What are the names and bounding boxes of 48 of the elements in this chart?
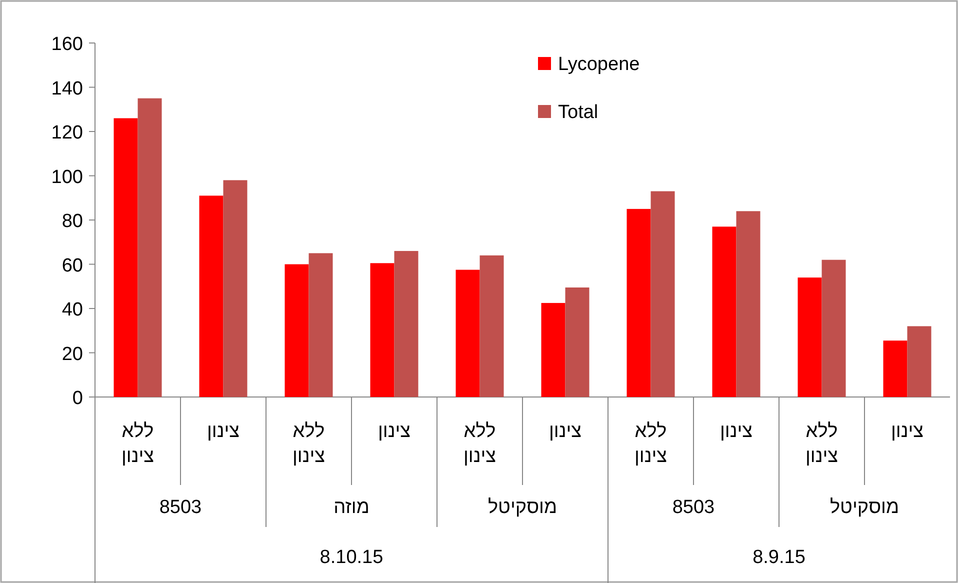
bar — [883, 340, 908, 397]
x-tick-label: צינון — [206, 420, 241, 444]
bar — [114, 118, 138, 397]
bar — [394, 250, 418, 397]
bar — [223, 180, 248, 397]
text: מוסקיטל — [488, 497, 558, 518]
bar — [798, 278, 822, 397]
bar — [199, 196, 224, 397]
x-tick-label: צינון — [890, 420, 925, 444]
x-tick-label: צינון — [548, 420, 583, 444]
y-tick-label: 120 — [51, 122, 83, 144]
x-tick-label: ללא צינון — [633, 420, 668, 469]
x-tick-label: צינון — [718, 420, 754, 444]
x-tick-label: צינון — [376, 420, 412, 444]
y-tick-label: 0 — [72, 388, 83, 409]
text: מוסקיטל — [830, 497, 900, 518]
text: 8503 — [159, 497, 202, 518]
bar — [565, 287, 590, 397]
y-tick-label: 60 — [62, 255, 83, 276]
bar — [284, 264, 309, 397]
y-tick-label: 140 — [51, 78, 83, 100]
x-tick-label: ללא צינון — [462, 420, 498, 469]
bar — [480, 255, 504, 397]
x-tick-label: ללא צינון — [291, 420, 326, 469]
bar — [736, 211, 760, 397]
bar — [626, 208, 651, 397]
bar — [370, 263, 394, 397]
y-tick-label: 20 — [62, 344, 83, 365]
bar — [712, 226, 736, 397]
bar — [138, 98, 162, 397]
bar — [456, 270, 480, 397]
bar — [308, 253, 333, 397]
text: 8.9.15 — [752, 547, 806, 568]
y-tick-label: 80 — [62, 211, 83, 232]
x-tick-label: ללא צינון — [120, 420, 156, 469]
x-tick-label: ללא צינון — [804, 420, 840, 469]
bar — [822, 260, 846, 397]
text: מוזה — [334, 497, 370, 518]
y-tick-label: 160 — [51, 34, 83, 55]
legend-label: Lycopene — [558, 54, 640, 75]
text: 8.10.15 — [320, 547, 384, 568]
y-tick-label: 100 — [51, 166, 83, 188]
y-tick-label: 40 — [62, 300, 83, 320]
bar — [650, 191, 675, 397]
text: 8503 — [672, 497, 715, 518]
bar — [907, 326, 932, 397]
bar — [541, 302, 566, 397]
legend-label: Total — [558, 102, 598, 123]
